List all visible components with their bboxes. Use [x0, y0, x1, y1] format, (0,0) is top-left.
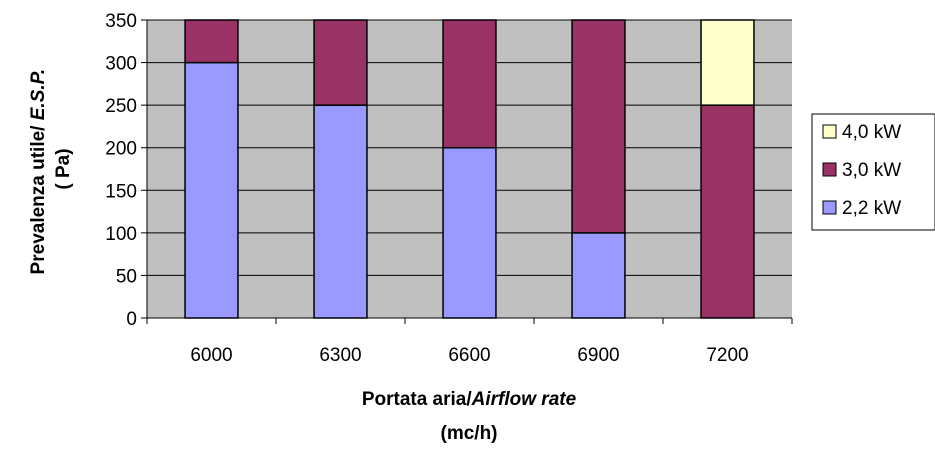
bar-segment — [184, 61, 239, 319]
legend-label: 4,0 kW — [842, 122, 901, 143]
x-axis-title-italic: Airflow rate — [471, 389, 577, 410]
bar-segment — [313, 104, 368, 319]
y-tick-label: 100 — [105, 224, 137, 245]
bar-segment — [184, 19, 239, 64]
y-tick-label: 300 — [105, 54, 137, 75]
y-tick-label: 150 — [105, 181, 137, 202]
x-tick-label: 7200 — [706, 345, 748, 366]
legend: 4,0 kW 3,0 kW 2,2 kW — [811, 113, 935, 231]
y-tick-label: 0 — [126, 309, 137, 330]
bar-segment — [571, 19, 626, 234]
legend-swatch — [822, 124, 837, 139]
bar-segment — [700, 104, 755, 319]
y-axis-title-italic: E.S.P. — [28, 69, 49, 120]
x-ticks: 6000 6300 6600 6900 7200 — [146, 318, 793, 366]
legend-label: 2,2 kW — [842, 198, 901, 219]
x-axis-title-regular: Portata aria/ — [362, 389, 473, 410]
bar-segment — [571, 232, 626, 319]
y-axis-title-line1: Prevalenza utile/ E.S.P. — [28, 69, 49, 275]
legend-swatch — [822, 162, 837, 177]
legend-label: 3,0 kW — [842, 160, 901, 181]
x-axis-title: Portata aria/Airflow rate — [362, 389, 577, 410]
x-tick-label: 6600 — [448, 345, 490, 366]
y-axis-title: Prevalenza utile/ E.S.P. ( Pa) — [28, 64, 74, 275]
legend-items: 4,0 kW 3,0 kW 2,2 kW — [822, 122, 901, 219]
y-tick-label: 250 — [105, 96, 137, 117]
bar-segment — [442, 146, 497, 319]
x-tick-label: 6000 — [190, 345, 232, 366]
bar-segment — [313, 19, 368, 106]
x-tick-label: 6300 — [319, 345, 361, 366]
y-tick-label: 350 — [105, 11, 137, 32]
bar-segment — [442, 19, 497, 149]
y-tick-label: 200 — [105, 139, 137, 160]
x-axis-title-unit: (mc/h) — [441, 423, 498, 444]
y-axis-title-line2: ( Pa) — [53, 148, 74, 189]
x-tick-label: 6900 — [577, 345, 619, 366]
bar-segment — [700, 19, 755, 106]
y-tick-label: 50 — [116, 266, 137, 287]
y-axis-title-regular: Prevalenza utile/ — [28, 120, 49, 274]
legend-swatch — [822, 200, 837, 215]
y-ticks: 0 50 100 150 200 250 300 350 — [105, 11, 147, 330]
